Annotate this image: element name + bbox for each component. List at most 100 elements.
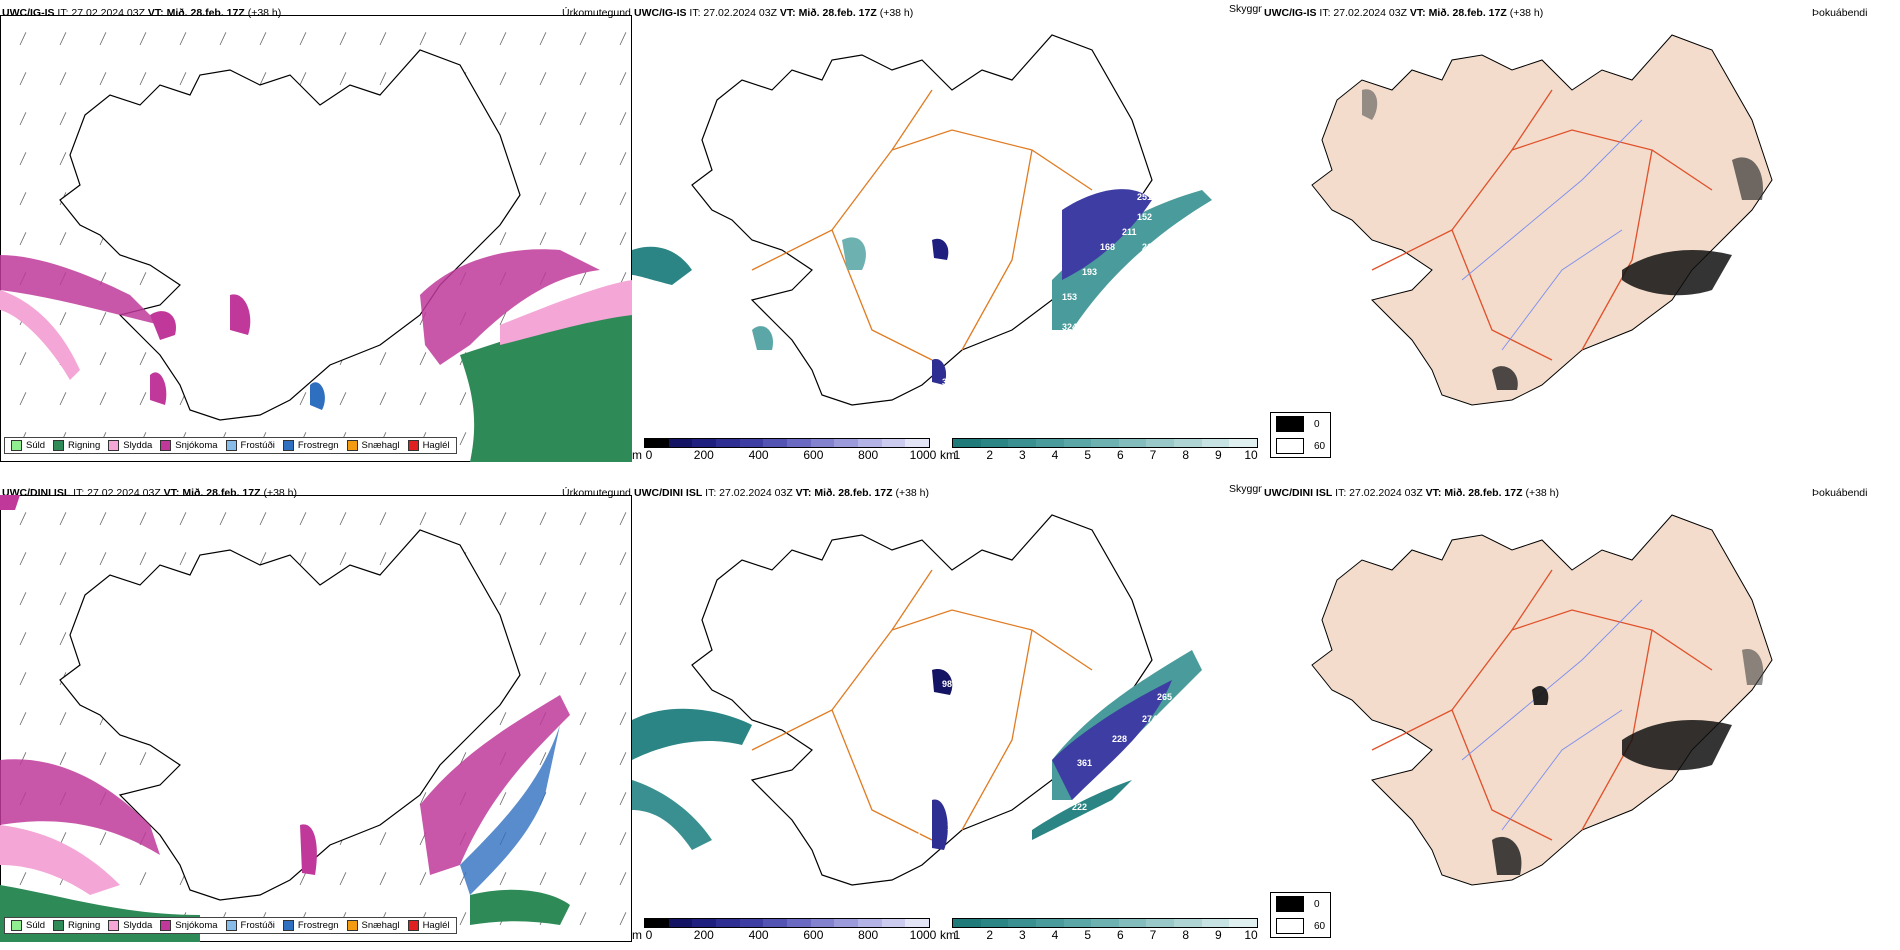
model-name: UWC/IG-IS [1264,7,1317,19]
panel-title: UWC/IG-IS IT: 27.02.2024 03Z VT: Mið. 28… [634,7,913,19]
fog-map [1311,514,1773,886]
fog-legend-item: 0 [1271,413,1330,435]
river [1461,119,1643,351]
colorbar-tick: 7 [1149,928,1157,942]
wind-barb [99,832,107,846]
wind-barb [619,72,627,86]
colorbar-tick: 9 [1214,448,1222,462]
precip-type-panel-dini: UWC/DINI ISL IT: 27.02.2024 03Z VT: Mið.… [0,480,632,950]
legend-swatch [108,920,120,931]
wind-barb [99,352,107,366]
panel-field-title: Skyggni [1229,483,1262,495]
wind-barb [539,832,547,846]
colorbar-cell [858,439,882,447]
precip-area [230,294,251,335]
colorbar-cell [1091,439,1119,447]
wind-barb [299,872,307,886]
fog-map [1311,34,1773,406]
init-time: IT: 27.02.2024 03Z [689,7,777,19]
wind-barb [539,192,547,206]
colorbar-cell [1008,919,1036,927]
cloud-base-area [932,238,949,260]
wind-barb [139,872,147,886]
wind-barb [179,512,187,526]
wind-barb [499,232,507,246]
colorbar-cell [763,919,788,927]
wind-barb [579,792,587,806]
colorbar-tick: 600 [803,928,824,942]
panel-title: UWC/IG-IS IT: 27.02.2024 03Z VT: Mið. 28… [1264,7,1543,19]
precip-type-panel-ig: UWC/IG-IS IT: 27.02.2024 03Z VT: Mið. 28… [0,0,632,470]
valid-time: VT: Mið. 28.feb. 17Z [795,487,893,499]
cloud-base-label: 168 [1100,242,1115,252]
colorbar-cell [787,919,811,927]
map-frame [0,15,632,462]
wind-barb [99,752,107,766]
fog-area [1622,250,1732,296]
wind-barb [59,552,67,566]
cloud-base-label: 283 [1152,734,1167,744]
cloud-base-label: 540 [1124,764,1139,774]
colorbar-unit: km [940,448,956,462]
legend-label: 60 [1314,440,1326,452]
wind-barb [579,752,587,766]
colorbar-tick: 6 [1116,928,1124,942]
colorbar-tick: 1000 [909,448,937,462]
wind-barb [539,112,547,126]
wind-barb [299,552,307,566]
fog-panel-dini: UWC/DINI ISL IT: 27.02.2024 03Z VT: Mið.… [1262,480,1900,950]
colorbar-cell [763,439,788,447]
panel-title: UWC/DINI ISL IT: 27.02.2024 03Z VT: Mið.… [634,487,929,499]
wind-barb [459,432,467,446]
panel-title: UWC/DINI ISL IT: 27.02.2024 03Z VT: Mið.… [2,487,297,499]
colorbar-unit: m [632,448,642,462]
cloud-base-label: 153 [1062,292,1077,302]
cloud-base-label: 146 [677,292,692,302]
legend-swatch [407,920,419,931]
wind-barb [379,832,387,846]
colorbar-tick: 600 [803,448,824,462]
wind-barb [59,232,67,246]
iceland-coastline [59,529,521,901]
wind-barb [579,272,587,286]
colorbar-cell [858,919,882,927]
colorbar-cell [716,439,740,447]
model-name: UWC/DINI ISL [634,487,703,499]
wind-barb [179,32,187,46]
wind-barb [459,32,467,46]
cloud-base-label: 211 [1122,227,1137,237]
wind-barb [619,512,627,526]
wind-barb [579,232,587,246]
legend-swatch [108,440,120,451]
model-name: UWC/IG-IS [634,7,687,19]
colorbar-cell [739,919,764,927]
colorbar-cell [810,439,835,447]
fog-legend: 0 60 [1270,892,1332,938]
colorbar-cell [1118,439,1147,447]
fog-area [1622,720,1732,771]
cloud-base-label: 228 [1112,734,1127,744]
colorbar-tick: 3 [1018,448,1026,462]
wind-barb [499,512,507,526]
init-time: IT: 27.02.2024 03Z [1319,7,1407,19]
river [1461,599,1643,831]
wind-barb [619,632,627,646]
init-time: IT: 27.02.2024 03Z [57,7,145,19]
wind-barb [339,32,347,46]
legend-label: Frostúði [240,440,275,451]
colorbar-unit: m [632,928,642,942]
panel-title: UWC/IG-IS IT: 27.02.2024 03Z VT: Mið. 28… [2,7,281,19]
wind-barb [99,392,107,406]
colorbar-tick: 2 [986,448,993,462]
wind-barb [419,512,427,526]
visibility-area [632,780,712,850]
lead-time: (+38 h) [247,7,282,19]
fog-area [1492,366,1518,390]
panel-field-title: Skyggni [1229,3,1262,15]
wind-barb [499,72,507,86]
panel-title: UWC/DINI ISL IT: 27.02.2024 03Z VT: Mið.… [1264,487,1559,499]
legend-swatch [225,440,237,451]
precip-legend-item: Slydda [108,440,152,451]
init-time: IT: 27.02.2024 03Z [73,487,161,499]
wind-barb [539,552,547,566]
